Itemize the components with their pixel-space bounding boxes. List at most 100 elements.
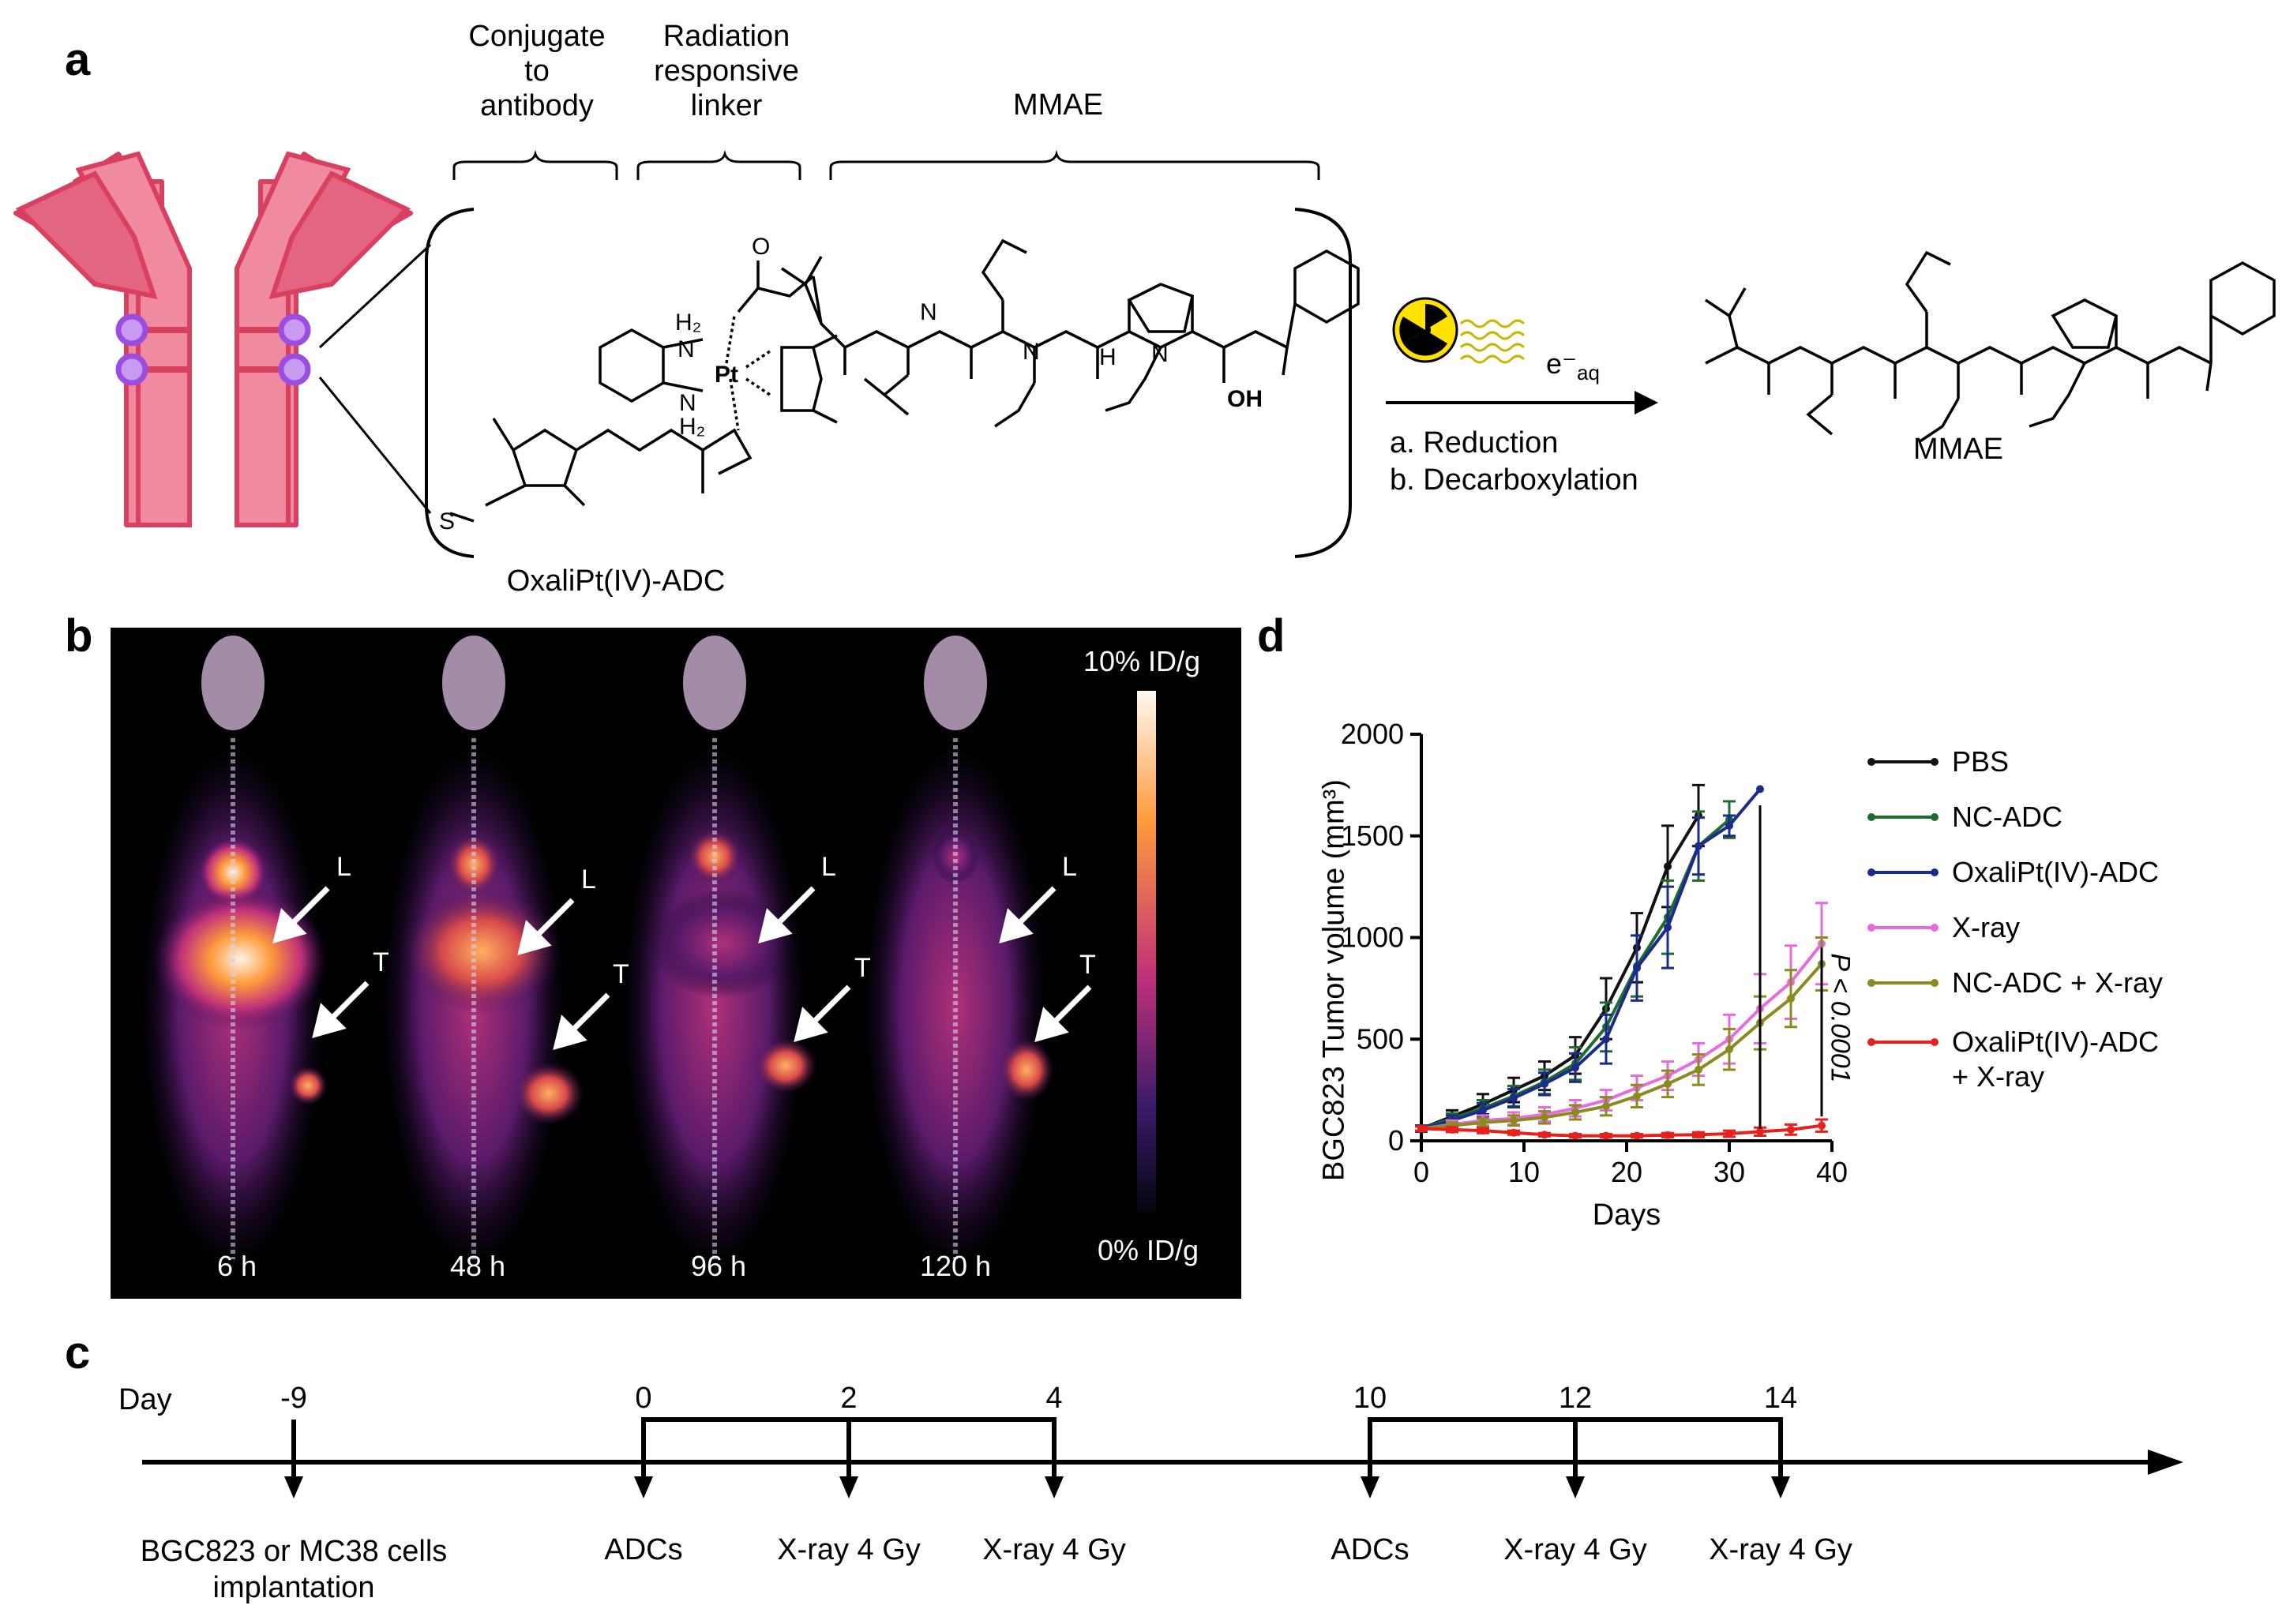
data-point: [1725, 1045, 1733, 1054]
data-point: [1541, 1131, 1548, 1139]
timeline-event-xray-1: X-ray 4 Gy: [777, 1533, 921, 1566]
y-axis-label: BGC823 Tumor volume (mm³): [1317, 779, 1351, 1181]
oxalipt-adc-structure: [449, 238, 1360, 523]
legend-marker: [1867, 758, 1875, 766]
data-point: [1725, 1129, 1733, 1138]
radiation-wave-icon: [1459, 319, 1526, 364]
svg-text:N: N: [679, 390, 696, 416]
legend-marker: [1867, 979, 1875, 987]
arrow-label-L-96h: L: [821, 852, 836, 882]
series-line-0: [1421, 814, 1700, 1131]
x-tick-label: 40: [1816, 1156, 1848, 1188]
data-point: [1664, 1079, 1672, 1088]
colorbar: [1137, 691, 1156, 1212]
legend-label-2: OxaliPt(IV)-ADC: [1952, 856, 2159, 888]
legend-marker: [1931, 868, 1939, 876]
panel-label-c: c: [65, 1327, 91, 1378]
svg-text:S: S: [439, 508, 455, 534]
data-point: [1818, 1121, 1826, 1130]
data-point: [1633, 964, 1641, 973]
timeline-event-arrows: [284, 1476, 1790, 1498]
timeline-day-label: Day: [118, 1383, 172, 1416]
legend-marker: [1931, 758, 1939, 766]
legend-marker: [1867, 924, 1875, 932]
svg-text:N: N: [677, 336, 695, 362]
legend-label-0: PBS: [1952, 745, 2009, 778]
arrows-liver-tumor: [272, 886, 1092, 1050]
series-line-4: [1421, 962, 1823, 1131]
data-point: [1602, 1102, 1610, 1111]
data-point: [1695, 842, 1702, 850]
timeline-day-0: 0: [635, 1382, 652, 1415]
data-point: [1541, 1113, 1548, 1122]
group-label-linker: Radiation responsive linker: [654, 20, 799, 122]
data-point: [1787, 1125, 1795, 1134]
x-tick-label: 20: [1611, 1156, 1642, 1188]
svg-text:N: N: [1023, 339, 1040, 365]
linker-drug-icon: [115, 313, 311, 386]
svg-text:N: N: [1151, 341, 1169, 367]
data-point: [1479, 1106, 1487, 1115]
legend-marker: [1867, 868, 1875, 876]
x-tick-label: 0: [1413, 1156, 1429, 1188]
legend-label-5: OxaliPt(IV)-ADC: [1952, 1026, 2159, 1058]
timeline-event-implantation: BGC823 or MC38 cells implantation: [140, 1535, 448, 1604]
series-0: [1415, 783, 1705, 1133]
tumor-volume-chart: 0 10 20 30 40 0 500 1000 1500 2000 PBS NC-ADC Oxali…: [1341, 718, 2163, 1188]
panel-label-b: b: [65, 610, 93, 662]
treatment-timeline: [142, 1417, 2183, 1498]
data-point: [1725, 821, 1733, 830]
legend-label-5: + X-ray: [1952, 1060, 2044, 1093]
antibody-body-icon: [15, 151, 411, 527]
legend-marker: [1931, 1038, 1939, 1046]
panel-a-scheme: H₂ N Pt N H₂ O N N N H OH S: [13, 149, 2276, 558]
data-point: [1664, 862, 1672, 871]
data-point: [1479, 1127, 1487, 1135]
timeline-event-xray-3: X-ray 4 Gy: [1503, 1533, 1647, 1566]
pet-mouse-images: [142, 636, 1156, 1267]
data-point: [1695, 1065, 1702, 1074]
data-point: [1510, 1116, 1518, 1125]
arrow-label-T-96h: T: [854, 953, 871, 983]
y-tick-label: 2000: [1341, 718, 1404, 750]
data-point: [1664, 923, 1672, 932]
mouse-image-96h: [624, 636, 817, 1267]
series-line-2: [1421, 788, 1762, 1131]
y-tick-label: 1500: [1341, 820, 1404, 852]
data-point: [1448, 1125, 1456, 1134]
mouse-image-48h: [383, 636, 584, 1267]
arrow-label-L-6h: L: [336, 852, 351, 882]
compound-name-oxalipt-adc: OxaliPt(IV)-ADC: [506, 564, 726, 598]
colorbar-max-label: 10% ID/g: [1083, 645, 1201, 677]
timeline-event-adcs-1: ADCs: [604, 1533, 683, 1566]
data-point: [1787, 994, 1795, 1003]
mmae-structure: [1705, 250, 2276, 444]
data-point: [1602, 1131, 1610, 1140]
mouse-image-6h: [142, 636, 328, 1267]
time-label-96h: 96 h: [690, 1250, 747, 1282]
panel-label-a: a: [65, 34, 91, 85]
timeline-event-xray-2: X-ray 4 Gy: [982, 1533, 1126, 1566]
reaction-arrow: [1386, 391, 1658, 414]
data-point: [1510, 1093, 1518, 1102]
series-line-3: [1421, 942, 1823, 1131]
series-2: [1415, 785, 1764, 1133]
timeline-arrowhead: [2148, 1450, 2183, 1475]
data-point: [1756, 1127, 1764, 1136]
data-point: [1417, 1124, 1425, 1133]
data-point: [1479, 1118, 1487, 1127]
timeline-day-12: 12: [1558, 1382, 1593, 1415]
colorbar-min-label: 0% ID/g: [1098, 1234, 1199, 1266]
group-label-mmae: MMAE: [1013, 88, 1103, 122]
arrow-label-T-120h: T: [1079, 950, 1096, 980]
pet-image-panel: L T L T L T L T 10% ID/g 0% ID/g 6 h 48 …: [111, 628, 1241, 1299]
product-name-mmae: MMAE: [1913, 433, 2003, 466]
x-axis-label: Days: [1592, 1198, 1661, 1232]
legend-marker: [1867, 1038, 1875, 1046]
time-label-48h: 48 h: [449, 1250, 506, 1282]
legend-label-4: NC-ADC + X-ray: [1952, 966, 2163, 999]
timeline-day-14: 14: [1763, 1382, 1798, 1415]
data-point: [1756, 785, 1764, 793]
mouse-image-120h: [865, 636, 1054, 1267]
data-point: [1664, 1131, 1672, 1139]
